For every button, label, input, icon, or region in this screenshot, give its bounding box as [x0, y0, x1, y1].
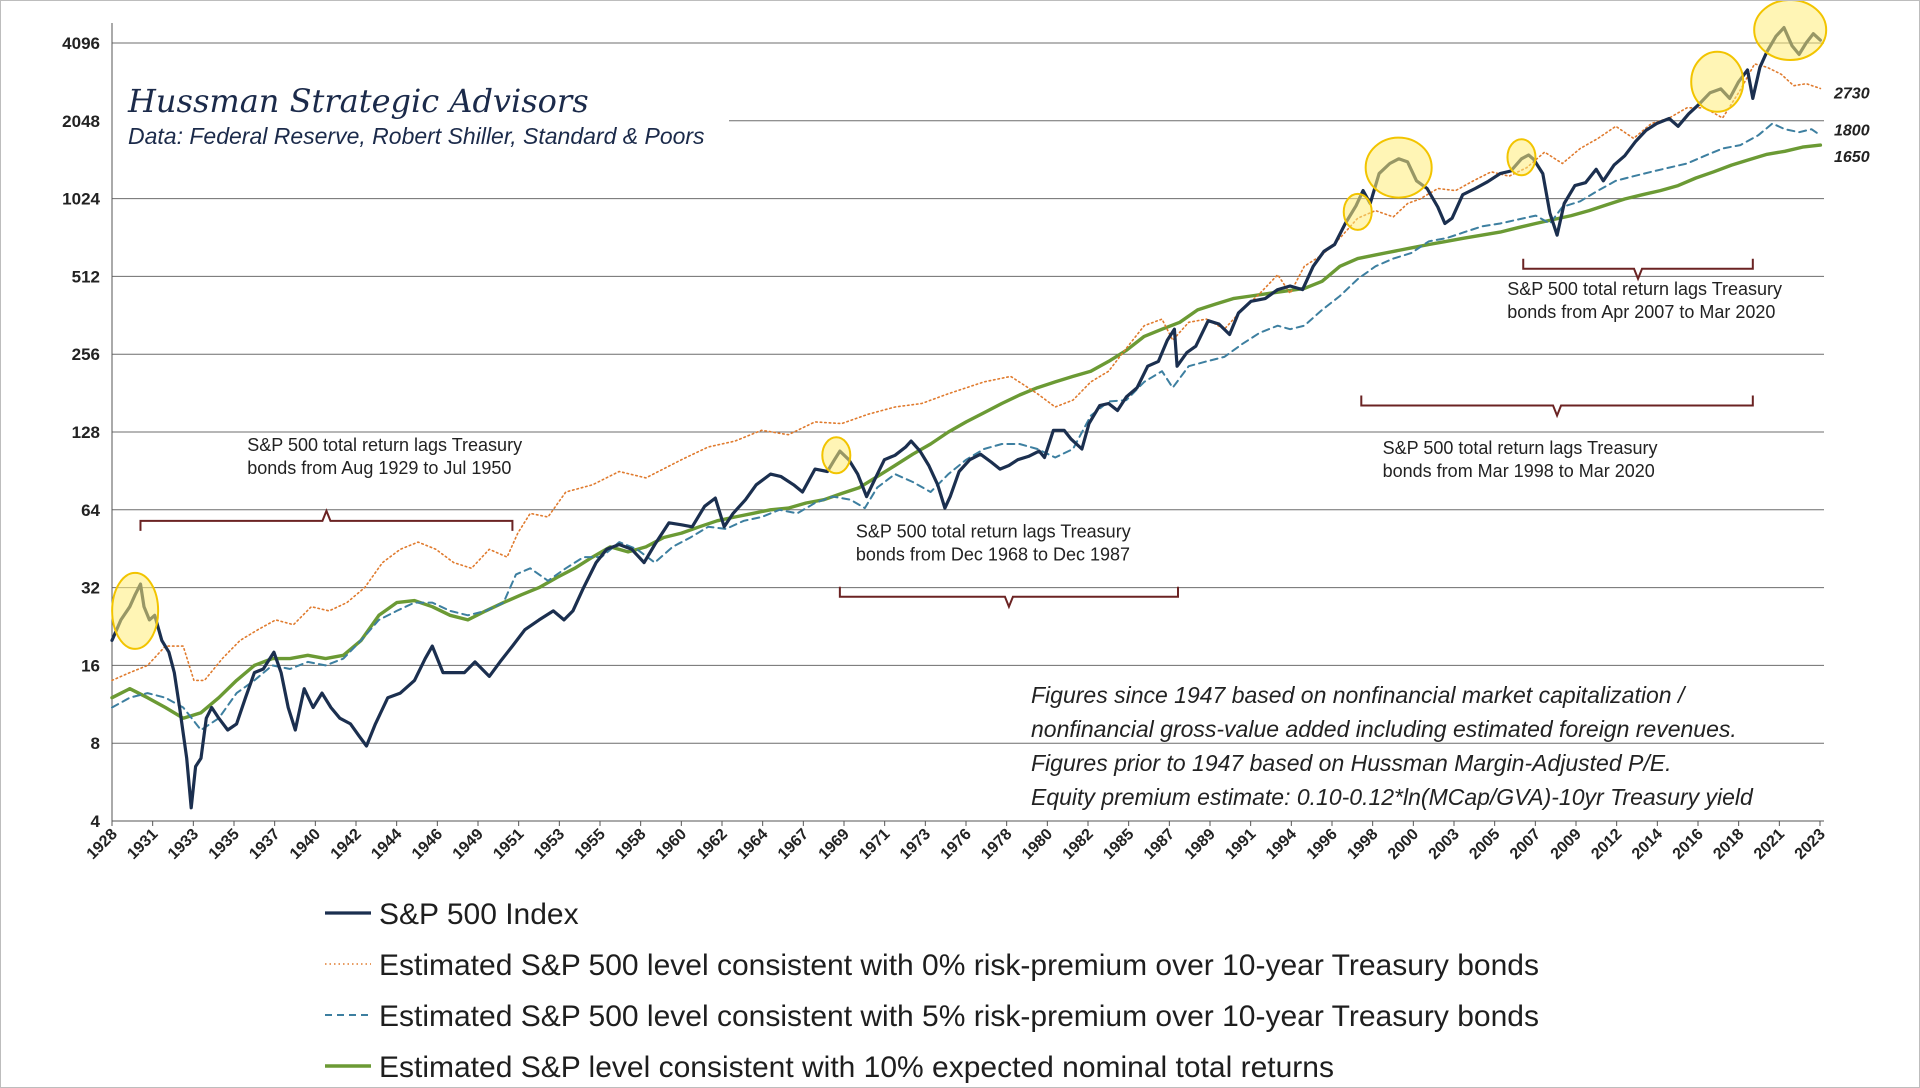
x-tick-label: 1942	[328, 826, 365, 863]
annotation-text: S&P 500 total return lags Treasury	[247, 435, 522, 455]
x-tick-label: 2023	[1792, 826, 1829, 863]
x-tick-label: 1962	[694, 826, 731, 863]
x-tick-label: 1973	[897, 826, 934, 863]
y-tick-label: 1024	[62, 190, 100, 209]
x-tick-label: 2018	[1710, 826, 1747, 863]
highlight-ellipse	[1690, 50, 1745, 113]
annotation-text: bonds from Apr 2007 to Mar 2020	[1507, 302, 1775, 322]
x-tick-label: 1987	[1141, 826, 1178, 863]
x-tick-label: 1949	[450, 826, 487, 863]
x-tick-label: 1944	[368, 826, 405, 863]
y-tick-label: 64	[81, 501, 100, 520]
x-tick-label: 1935	[206, 826, 243, 863]
highlight-ellipse	[111, 571, 160, 650]
y-tick-label: 16	[81, 656, 100, 675]
y-tick-label: 8	[91, 734, 100, 753]
x-tick-label: 1996	[1304, 826, 1341, 863]
legend-label: Estimated S&P level consistent with 10% …	[379, 1051, 1334, 1084]
x-tick-label: 1951	[490, 826, 527, 863]
legend-label: Estimated S&P 500 level consistent with …	[379, 1000, 1539, 1033]
y-tick-label: 2048	[62, 112, 100, 131]
x-tick-label: 1969	[816, 826, 853, 863]
x-tick-label: 1960	[653, 826, 690, 863]
annotation-text: S&P 500 total return lags Treasury	[856, 522, 1131, 542]
x-tick-label: 1964	[734, 826, 771, 863]
x-tick-label: 1946	[409, 826, 446, 863]
highlight-ellipse	[821, 436, 852, 475]
x-tick-label: 1998	[1344, 826, 1381, 863]
annotations: S&P 500 total return lags Treasury bonds …	[139, 258, 1782, 610]
x-tick-label: 1985	[1100, 826, 1137, 863]
x-tick-label: 2009	[1548, 826, 1585, 863]
annotation-bracket	[838, 586, 1179, 610]
methodology-note: nonfinancial gross-value added including…	[1031, 716, 1737, 742]
highlight-ellipse	[1753, 1, 1828, 61]
x-tick-label: 2005	[1466, 826, 1503, 863]
x-tick-label: 2021	[1751, 826, 1788, 863]
highlight-ellipse	[1506, 138, 1537, 177]
annotation-text: bonds from Dec 1968 to Dec 1987	[856, 545, 1130, 565]
methodology-note: Figures since 1947 based on nonfinancial…	[1031, 682, 1687, 708]
x-tick-label: 1940	[287, 826, 324, 863]
highlight-ellipse	[1342, 192, 1373, 231]
text-labels: Hussman Strategic Advisors Data: Federal …	[127, 82, 1870, 810]
x-tick-label: 1958	[612, 826, 649, 863]
annotation-text: S&P 500 total return lags Treasury	[1507, 279, 1782, 299]
x-tick-label: 1989	[1182, 826, 1219, 863]
x-tick-label: 1978	[978, 826, 1015, 863]
series-end-label: 1800	[1834, 122, 1870, 139]
x-tick-label: 2000	[1385, 826, 1422, 863]
annotation-bracket	[1360, 395, 1754, 419]
x-tick-label: 2014	[1629, 826, 1666, 863]
y-tick-label: 128	[72, 423, 100, 442]
series-line-0	[110, 26, 1822, 810]
x-tick-label: 1933	[165, 826, 202, 863]
chart-title: Hussman Strategic Advisors	[127, 82, 589, 120]
x-tick-label: 2007	[1507, 826, 1544, 863]
x-tick-label: 1955	[572, 826, 609, 863]
x-tick-label: 1994	[1263, 826, 1300, 863]
highlight-ellipse	[1364, 136, 1433, 199]
annotation-bracket	[139, 508, 514, 531]
series-line-3	[110, 143, 1823, 720]
legend-label: Estimated S&P 500 level consistent with …	[379, 949, 1539, 982]
x-tick-label: 1928	[84, 826, 121, 863]
x-tick-label: 1967	[775, 826, 812, 863]
methodology-note: Equity premium estimate: 0.10-0.12*ln(MC…	[1031, 784, 1754, 810]
x-tick-label: 1982	[1060, 826, 1097, 863]
series-lines	[110, 26, 1823, 810]
x-tick-label: 1991	[1222, 826, 1259, 863]
x-tick-label: 1976	[938, 826, 975, 863]
x-tick-label: 2012	[1588, 826, 1625, 863]
y-tick-label: 512	[72, 267, 100, 286]
annotation-text: bonds from Aug 1929 to Jul 1950	[247, 458, 511, 478]
legend-label: S&P 500 Index	[379, 898, 579, 931]
y-tick-label: 4	[91, 812, 101, 831]
x-tick-label: 2016	[1670, 826, 1707, 863]
peak-highlights	[111, 1, 1828, 650]
x-tick-label: 1953	[531, 826, 568, 863]
legend: S&P 500 Index Estimated S&P 500 level con…	[325, 898, 1539, 1084]
x-tick-label: 1937	[246, 826, 283, 863]
x-tick-label: 2003	[1426, 826, 1463, 863]
annotation-text: S&P 500 total return lags Treasury	[1383, 438, 1658, 458]
gridlines	[112, 42, 1824, 822]
x-tick-label: 1971	[856, 826, 893, 863]
series-line-1	[111, 63, 1822, 682]
y-tick-label: 256	[72, 345, 100, 364]
y-tick-label: 32	[81, 579, 100, 598]
annotation-bracket	[1522, 258, 1754, 282]
series-line-2	[111, 122, 1822, 731]
series-end-label: 1650	[1834, 149, 1870, 166]
series-end-label: 2730	[1833, 86, 1870, 103]
chart-subtitle: Data: Federal Reserve, Robert Shiller, S…	[128, 123, 705, 149]
x-tick-label: 1980	[1019, 826, 1056, 863]
y-tick-label: 4096	[62, 34, 100, 53]
annotation-text: bonds from Mar 1998 to Mar 2020	[1383, 461, 1655, 481]
x-tick-label: 1931	[124, 826, 161, 863]
methodology-note: Figures prior to 1947 based on Hussman M…	[1031, 750, 1672, 776]
